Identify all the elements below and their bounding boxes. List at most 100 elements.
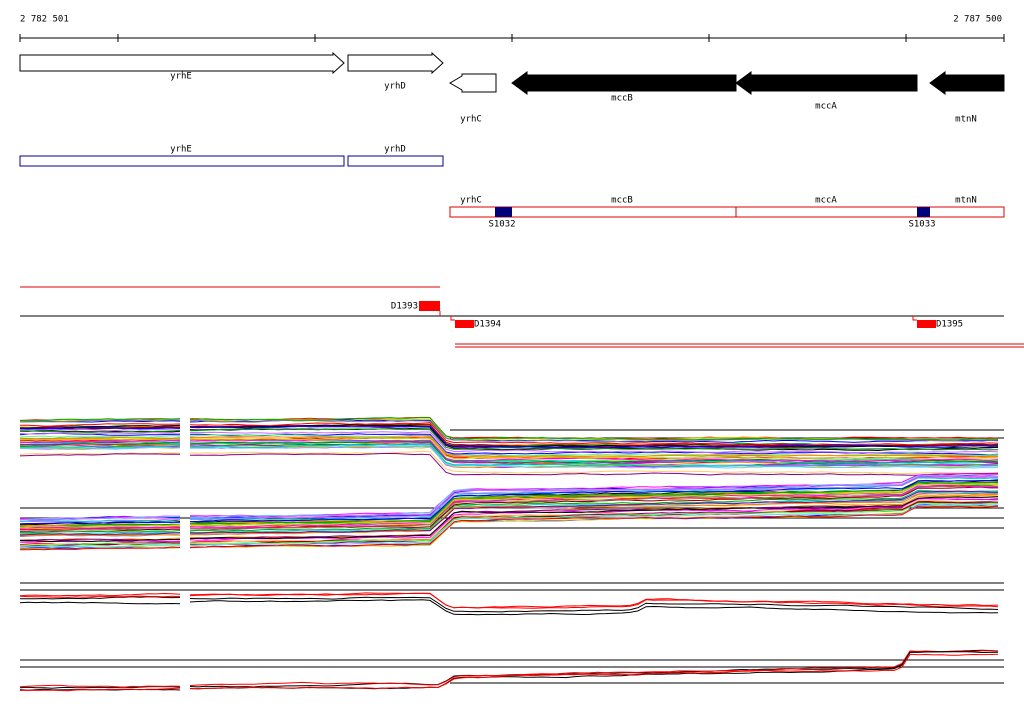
track-profile xyxy=(189,445,999,469)
track-profile xyxy=(189,481,999,525)
segment-box xyxy=(917,207,930,217)
track-profile xyxy=(19,452,181,455)
deletion-box xyxy=(917,320,936,328)
ruler-ticks xyxy=(19,34,1005,42)
track-profile xyxy=(189,479,999,523)
track-profile xyxy=(189,502,998,545)
segment-box xyxy=(495,207,512,217)
transcript-box xyxy=(19,155,345,167)
track-profile xyxy=(189,596,999,613)
track-profile xyxy=(19,427,181,430)
gene-label: mtnN xyxy=(955,115,977,125)
track-profile xyxy=(189,443,999,467)
track-profile xyxy=(19,524,181,528)
gene-label: yrhE xyxy=(170,72,192,82)
track-profile xyxy=(19,440,181,444)
track-profile xyxy=(19,684,181,688)
ruler-start: 2 782 501 xyxy=(20,15,69,25)
track-profile xyxy=(189,436,999,460)
operon-label: mccB xyxy=(611,196,633,206)
track-profile xyxy=(19,538,181,543)
transcript-label: yrhD xyxy=(384,145,406,155)
track-profile xyxy=(189,450,999,475)
track-profile xyxy=(19,687,181,692)
track-profile xyxy=(19,542,181,547)
track-profile xyxy=(19,435,181,438)
deletion-label: D1394 xyxy=(474,320,501,330)
deletion-label: D1395 xyxy=(936,320,963,330)
track-profile xyxy=(189,649,999,688)
expression-tracks xyxy=(19,416,1004,692)
track-profile xyxy=(189,425,999,449)
track-profile xyxy=(19,423,181,427)
transcript-box xyxy=(347,155,444,167)
deletion-box xyxy=(455,320,474,328)
track-profile xyxy=(19,442,181,447)
track-profile xyxy=(19,432,180,435)
track-profile xyxy=(189,490,999,534)
track-profile xyxy=(19,441,181,446)
track-profile xyxy=(189,485,999,530)
track-profile xyxy=(20,530,181,534)
track-profile xyxy=(189,505,999,549)
track-profile xyxy=(189,417,998,441)
track-profile xyxy=(189,486,998,530)
track-profile xyxy=(19,453,181,457)
track-profile xyxy=(189,435,999,458)
track-profile xyxy=(19,592,181,597)
deletion-box xyxy=(419,301,440,311)
track-profile xyxy=(19,428,181,432)
track-profile xyxy=(19,438,181,442)
track-profile xyxy=(189,592,999,609)
track-profile xyxy=(19,545,181,549)
track-profile xyxy=(190,477,998,521)
track-profile xyxy=(189,599,999,616)
deletion-connector xyxy=(439,311,917,321)
operon-label: mccA xyxy=(815,196,837,206)
track-profile xyxy=(189,484,998,528)
track-profile xyxy=(189,483,999,526)
track-profile xyxy=(19,437,181,440)
track-profile xyxy=(19,595,181,598)
ruler-end: 2 787 500 xyxy=(953,15,1002,25)
track-profile xyxy=(19,520,181,526)
track-profile xyxy=(19,519,181,522)
track-profile xyxy=(20,429,181,434)
gene-label: mccA xyxy=(815,102,837,112)
operon-label: mtnN xyxy=(955,196,977,206)
track-profile xyxy=(19,532,181,536)
track-profile xyxy=(189,496,999,540)
track-profile xyxy=(19,601,181,605)
track-profile xyxy=(19,444,181,448)
track-profile xyxy=(189,489,999,534)
operon-label: yrhC xyxy=(460,196,482,206)
segment-label: S1032 xyxy=(488,220,515,230)
track-profile xyxy=(189,439,999,463)
gene-label: mccB xyxy=(611,94,633,104)
track-profile xyxy=(189,650,999,687)
operon-box xyxy=(449,206,1005,218)
track-profile xyxy=(19,521,181,525)
track-profile xyxy=(189,434,999,457)
track-profile xyxy=(20,418,181,421)
track-profile xyxy=(19,526,180,529)
transcript-label: yrhE xyxy=(170,145,192,155)
track-profile xyxy=(19,517,180,521)
track-profile xyxy=(189,504,999,547)
track-profile xyxy=(189,424,999,449)
track-profile xyxy=(189,653,999,690)
deletion-label: D1393 xyxy=(391,302,418,312)
track-profile xyxy=(19,527,181,532)
track-profile xyxy=(189,428,999,451)
track-profile xyxy=(19,419,180,423)
track-profile xyxy=(20,546,181,551)
track-profile xyxy=(189,431,999,454)
track-profile xyxy=(189,433,999,456)
track-profile xyxy=(19,446,181,451)
gene-label: yrhC xyxy=(460,115,482,125)
track-profile xyxy=(189,453,998,476)
track-profile xyxy=(189,474,999,518)
gene-label: yrhD xyxy=(384,82,406,92)
